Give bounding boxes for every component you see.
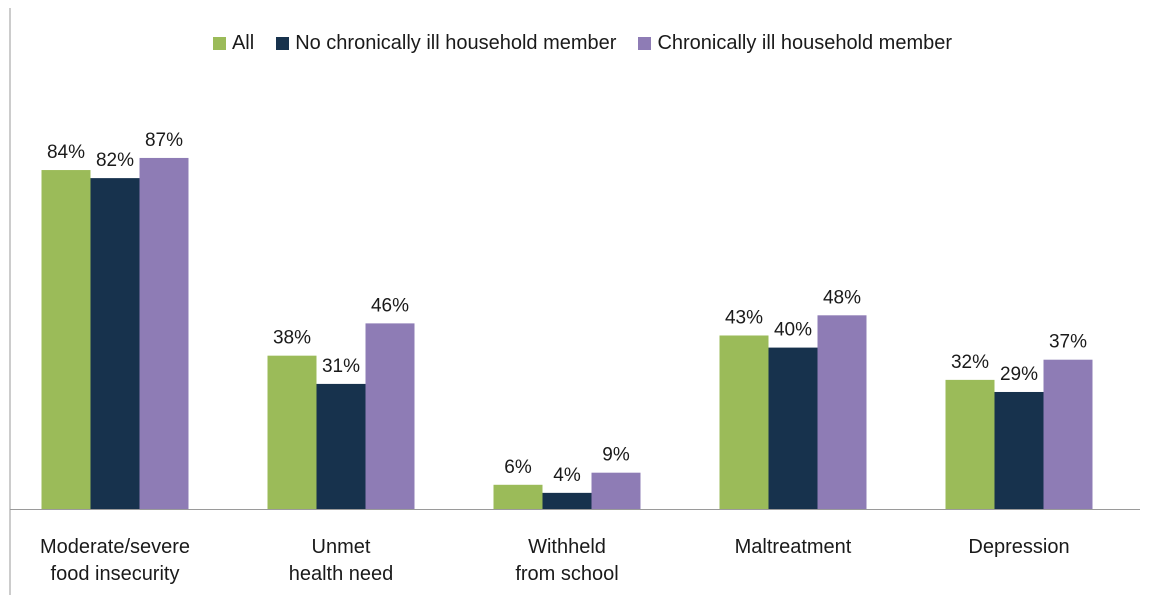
- category-label-1-line-1: health need: [289, 563, 394, 585]
- bar-series-0-cat-2: [493, 484, 543, 509]
- bar-series-2-cat-2: [591, 472, 641, 509]
- category-label-3-line-0: Maltreatment: [735, 536, 852, 558]
- bar-series-1-cat-1: [316, 383, 366, 509]
- category-label-0-line-1: food insecurity: [51, 563, 180, 585]
- data-label-series-0-cat-1: 38%: [273, 328, 311, 349]
- legend-label-chronically-ill: Chronically ill household member: [657, 32, 953, 54]
- data-label-series-1-cat-3: 40%: [774, 320, 812, 341]
- data-label-series-2-cat-3: 48%: [823, 287, 861, 308]
- bar-series-1-cat-0: [90, 178, 140, 509]
- legend-item-all: All: [212, 32, 255, 55]
- bar-series-0-cat-4: [945, 379, 995, 509]
- legend-swatch-no-chronically-ill: [276, 37, 290, 50]
- bar-series-1-cat-3: [768, 347, 818, 509]
- chart-category-labels: Moderate/severe food insecurity Unmet healt…: [40, 536, 1070, 585]
- bar-series-1-cat-4: [994, 391, 1044, 509]
- data-label-series-0-cat-4: 32%: [951, 352, 989, 373]
- category-label-1-line-0: Unmet: [312, 536, 371, 558]
- legend-item-no-chronically-ill: No chronically ill household member: [276, 32, 616, 55]
- data-label-series-1-cat-4: 29%: [1000, 364, 1038, 385]
- bar-series-0-cat-0: [41, 170, 91, 509]
- legend-swatch-all: [212, 37, 226, 50]
- category-label-2-line-1: from school: [515, 563, 618, 585]
- data-label-series-0-cat-0: 84%: [47, 142, 85, 163]
- bar-series-2-cat-0: [139, 157, 189, 509]
- category-label-0-line-0: Moderate/severe: [40, 536, 190, 558]
- category-label-2-line-0: Withheld: [528, 536, 606, 558]
- legend-item-chronically-ill: Chronically ill household member: [638, 32, 952, 55]
- category-label-4-line-0: Depression: [968, 536, 1069, 558]
- bar-series-2-cat-4: [1043, 359, 1093, 509]
- chart-axes: [9, 8, 1140, 595]
- data-label-series-1-cat-0: 82%: [96, 150, 134, 171]
- bar-series-0-cat-3: [719, 335, 769, 509]
- legend-label-no-chronically-ill: No chronically ill household member: [295, 32, 617, 54]
- legend: All No chronically ill household member …: [0, 32, 1165, 55]
- data-label-series-2-cat-0: 87%: [145, 130, 183, 151]
- data-label-series-2-cat-1: 46%: [371, 295, 409, 316]
- bar-series-1-cat-2: [542, 492, 592, 509]
- bar-series-2-cat-3: [817, 315, 867, 509]
- data-label-series-0-cat-2: 6%: [504, 457, 532, 478]
- data-label-series-1-cat-1: 31%: [322, 356, 360, 377]
- chart-bars: [41, 157, 1093, 509]
- data-label-series-1-cat-2: 4%: [553, 465, 581, 486]
- bar-series-0-cat-1: [267, 355, 317, 509]
- bar-series-2-cat-1: [365, 323, 415, 509]
- data-label-series-2-cat-2: 9%: [602, 445, 630, 466]
- legend-label-all: All: [231, 32, 255, 54]
- data-label-series-0-cat-3: 43%: [725, 307, 763, 328]
- data-label-series-2-cat-4: 37%: [1049, 332, 1087, 353]
- legend-swatch-chronically-ill: [638, 37, 652, 50]
- chart-value-labels: 84% 82% 87% 38% 31% 46% 6% 4% 9% 43% 40% 48% 32% 29% 3…: [47, 130, 1087, 486]
